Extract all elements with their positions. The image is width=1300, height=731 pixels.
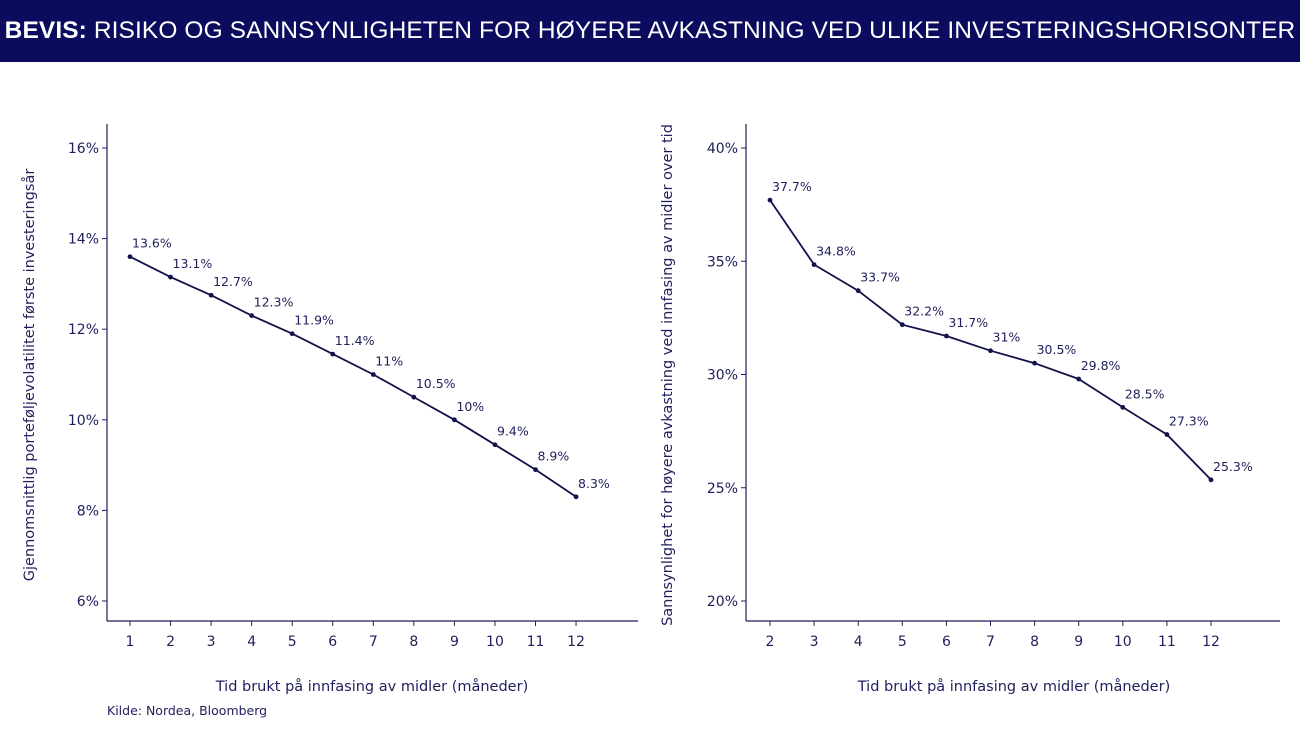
header-banner: BEVIS: RISIKO OG SANNSYNLIGHETEN FOR HØY… [0, 0, 1300, 62]
data-label: 31% [993, 330, 1021, 345]
y-tick-label: 25% [707, 481, 738, 497]
data-label: 13.6% [132, 236, 172, 251]
x-tick-label: 5 [898, 634, 907, 650]
data-point [370, 372, 376, 377]
data-label: 28.5% [1125, 386, 1165, 401]
data-label: 34.8% [816, 244, 856, 259]
y-tick-label: 20% [707, 594, 738, 610]
data-label: 11.4% [335, 333, 375, 348]
y-tick-label: 14% [68, 232, 99, 248]
data-label: 13.1% [173, 256, 213, 271]
data-point [1120, 404, 1126, 410]
data-point [533, 467, 538, 473]
data-point [767, 197, 773, 203]
data-point [168, 274, 173, 280]
data-label: 32.2% [904, 304, 944, 319]
x-tick-label: 11 [1158, 634, 1176, 650]
data-point [1164, 432, 1170, 437]
x-tick-label: 10 [1114, 634, 1132, 650]
data-point [573, 494, 579, 500]
y-tick-label: 40% [707, 141, 738, 157]
chart-2: 20% 25% 30% 35% 40% 2 3 4 5 6 7 8 9 10 11 12 37.7% 34.8% 3… [660, 124, 1280, 695]
x-tick-label: 7 [369, 634, 378, 650]
y-tick-label: 10% [68, 413, 99, 429]
x-tick-label: 3 [810, 634, 819, 650]
data-label: 10% [456, 399, 484, 414]
data-point [330, 351, 336, 357]
data-label: 31.7% [948, 315, 988, 330]
data-point [899, 322, 905, 328]
x-tick-label: 6 [328, 634, 337, 650]
data-point [452, 417, 457, 423]
y-axis-title: Gjennomsnittlig porteføljevolatilitet fø… [21, 169, 38, 582]
x-tick-label: 1 [126, 634, 135, 650]
y-tick-label: 12% [68, 322, 99, 338]
x-tick-label: 12 [567, 634, 585, 650]
data-point [811, 262, 817, 268]
data-label: 11% [375, 354, 403, 369]
source-note: Kilde: Nordea, Bloomberg [107, 703, 268, 718]
x-tick-label: 5 [288, 634, 297, 650]
data-point [1076, 376, 1082, 382]
data-point [127, 254, 133, 260]
x-tick-label: 10 [486, 634, 504, 650]
y-tick-label: 30% [707, 368, 738, 384]
x-axis-title: Tid brukt på innfasing av midler (månede… [857, 678, 1170, 695]
data-label: 8.3% [578, 476, 610, 491]
data-point [492, 442, 498, 448]
x-tick-label: 8 [1030, 634, 1039, 650]
series-line [129, 255, 577, 498]
data-label: 9.4% [497, 424, 529, 439]
data-label: 8.9% [538, 449, 570, 464]
x-tick-label: 8 [409, 634, 418, 650]
y-tick-label: 6% [77, 594, 99, 610]
chart-1: 6%8%10%12%14%16%1 2 3 4 5 6 7 8 9 10 11 1213.6%13.1… [21, 124, 638, 695]
x-tick-label: 9 [450, 634, 459, 650]
data-point [944, 333, 949, 339]
page-title-rest: RISIKO OG SANNSYNLIGHETEN FOR HØYERE AVK… [86, 17, 1296, 44]
data-point [988, 348, 993, 354]
data-label: 10.5% [416, 376, 456, 391]
x-tick-label: 4 [854, 634, 863, 650]
series-line [769, 199, 1212, 481]
data-point [1208, 477, 1214, 483]
x-tick-label: 3 [207, 634, 216, 650]
x-axis-title: Tid brukt på innfasing av midler (månede… [215, 678, 528, 695]
data-label: 27.3% [1169, 414, 1209, 429]
data-point [289, 331, 295, 337]
data-point [411, 394, 417, 400]
y-tick-label: 35% [707, 254, 738, 270]
y-axis-title: Sannsynlighet for høyere avkastning ved … [660, 124, 676, 626]
x-tick-label: 7 [986, 634, 995, 650]
x-tick-label: 2 [766, 634, 775, 650]
data-label: 11.9% [294, 313, 334, 328]
page-title: BEVIS: RISIKO OG SANNSYNLIGHETEN FOR HØY… [5, 17, 1296, 45]
page-title-bold: BEVIS: [4, 17, 87, 44]
data-label: 33.7% [860, 270, 900, 285]
data-point [1032, 360, 1037, 366]
data-point [249, 313, 255, 319]
data-label: 29.8% [1081, 358, 1121, 373]
x-tick-label: 12 [1202, 634, 1220, 650]
data-label: 12.7% [213, 274, 253, 289]
y-tick-label: 16% [68, 141, 99, 157]
x-tick-label: 2 [166, 634, 175, 650]
data-point [855, 288, 861, 294]
y-tick-label: 8% [77, 503, 99, 519]
data-label: 12.3% [254, 295, 294, 310]
data-label: 30.5% [1037, 342, 1077, 357]
data-point [208, 292, 214, 298]
x-tick-label: 6 [942, 634, 951, 650]
x-tick-label: 4 [247, 634, 256, 650]
data-label: 25.3% [1213, 459, 1253, 474]
x-tick-label: 11 [527, 634, 545, 650]
data-label: 37.7% [772, 179, 812, 194]
x-tick-label: 9 [1074, 634, 1083, 650]
